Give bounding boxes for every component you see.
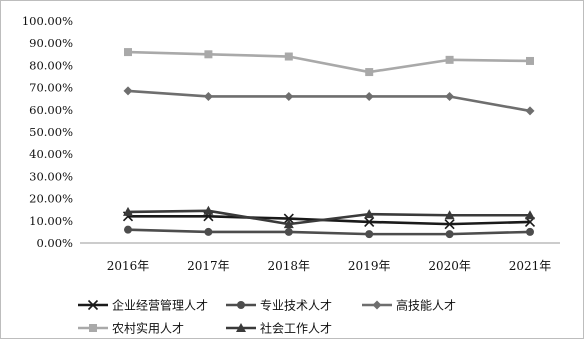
series-5 <box>123 205 535 229</box>
data-point <box>525 106 535 116</box>
data-point <box>444 219 455 230</box>
series-line <box>127 50 531 74</box>
x-axis-ticks: 2016年 2017年 2018年 2019年 2020年 2021年 <box>107 259 552 273</box>
data-point <box>525 210 535 220</box>
legend-item: 专业技术人才 <box>226 298 332 313</box>
y-tick-label: 10.00% <box>29 214 73 228</box>
y-tick-label: 30.00% <box>29 169 73 183</box>
legend-marker <box>89 324 97 332</box>
x-tick-label: 2020年 <box>428 259 471 273</box>
series-3 <box>123 86 535 116</box>
data-point <box>445 230 454 239</box>
data-point <box>204 227 213 236</box>
series-4 <box>124 48 534 77</box>
data-point <box>365 230 374 239</box>
data-point <box>203 91 213 101</box>
y-tick-label: 90.00% <box>29 36 73 50</box>
data-point <box>283 219 294 229</box>
data-point <box>284 227 293 236</box>
x-tick-label: 2021年 <box>509 259 552 273</box>
series-line <box>127 209 530 226</box>
data-point <box>283 213 294 224</box>
data-point <box>123 206 133 216</box>
y-tick-label: 20.00% <box>29 192 73 206</box>
data-point <box>526 56 534 65</box>
legend-marker <box>237 301 245 309</box>
data-point <box>204 50 213 59</box>
legend-label: 农村实用人才 <box>112 321 184 336</box>
legend-item: 高技能人才 <box>362 298 456 313</box>
y-tick-label: 60.00% <box>29 103 73 117</box>
legend-marker <box>87 299 99 311</box>
data-point <box>284 91 294 101</box>
data-point <box>444 210 455 220</box>
y-tick-label: 80.00% <box>29 58 73 72</box>
y-tick-label: 70.00% <box>29 81 73 95</box>
x-tick-label: 2016年 <box>107 259 150 273</box>
x-tick-label: 2019年 <box>348 259 391 273</box>
x-tick-label: 2018年 <box>268 259 311 273</box>
data-point <box>526 227 534 236</box>
series-line <box>127 228 531 236</box>
legend-label: 专业技术人才 <box>260 298 332 313</box>
x-tick-label: 2017年 <box>187 259 230 273</box>
series-line <box>127 89 531 113</box>
data-point <box>445 55 454 64</box>
y-axis-ticks: 0.00% 10.00% 20.00% 30.00% 40.00% 50.00% 60.00… <box>22 14 73 250</box>
legend-label: 高技能人才 <box>396 298 456 313</box>
legend-item: 农村实用人才 <box>78 321 184 336</box>
y-tick-label: 100.00% <box>22 14 73 28</box>
data-point <box>123 86 133 96</box>
data-point <box>124 225 132 234</box>
legend-marker <box>236 323 246 332</box>
legend-label: 社会工作人才 <box>260 321 332 336</box>
series-lines <box>122 48 536 239</box>
data-point <box>203 205 214 215</box>
data-point <box>364 91 374 101</box>
legend-label: 企业经营管理人才 <box>112 298 208 313</box>
y-tick-label: 40.00% <box>29 147 73 161</box>
y-tick-label: 0.00% <box>36 236 73 250</box>
data-point <box>445 91 455 101</box>
legend-item: 社会工作人才 <box>226 321 332 336</box>
data-point <box>284 52 293 61</box>
data-point <box>364 209 375 219</box>
data-point <box>124 48 132 57</box>
legend-marker <box>372 300 382 310</box>
y-tick-label: 50.00% <box>29 125 73 139</box>
data-point <box>364 216 375 227</box>
data-point <box>365 68 374 77</box>
legend-item: 企业经营管理人才 <box>78 298 208 313</box>
series-2 <box>124 225 534 239</box>
